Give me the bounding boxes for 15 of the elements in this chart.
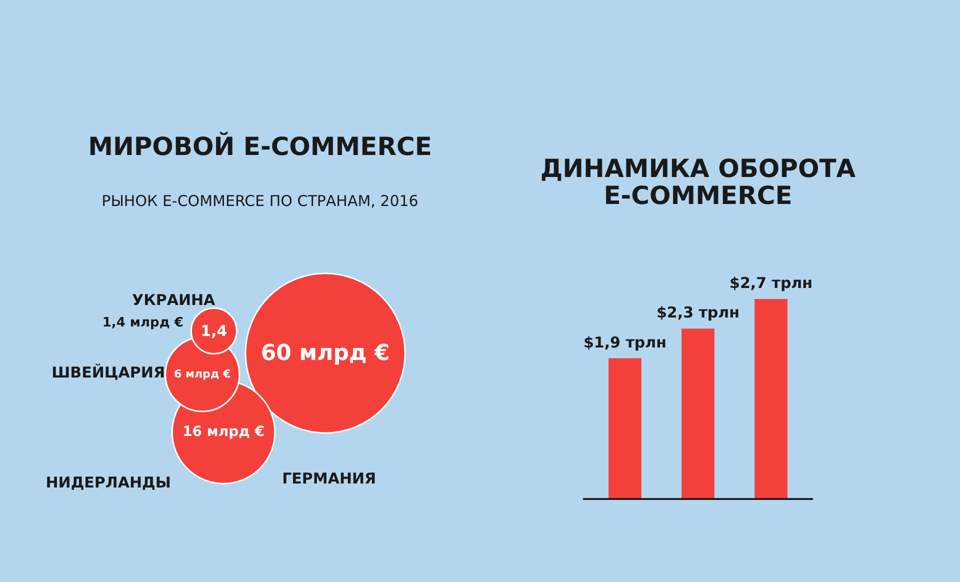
- data-label: $2,7 трлн: [730, 274, 813, 292]
- data-label: 1,4: [200, 322, 228, 340]
- text: 1,4 млрд €: [102, 315, 184, 330]
- category-label: ШВЕЙЦАРИЯ: [52, 363, 166, 382]
- category-label: НИДЕРЛАНДЫ: [46, 473, 171, 492]
- text: МИРОВОЙ E-COMMERCE: [88, 131, 432, 161]
- data-label: 16 млрд €: [182, 424, 265, 440]
- data-label: $2,3 трлн: [656, 304, 740, 322]
- category-label: УКРАИНА: [132, 291, 216, 310]
- text: РЫНОК E-COMMERCE ПО СТРАНАМ, 2016: [102, 192, 418, 210]
- data-label: 60 млрд €: [260, 341, 390, 366]
- data-label: 6 млрд €: [174, 367, 231, 380]
- category-label: ГЕРМАНИЯ: [282, 470, 376, 488]
- data-label: $1,9 трлн: [583, 333, 666, 352]
- chart-title: ДИНАМИКА ОБОРОТА E-COMMERCE: [540, 154, 856, 210]
